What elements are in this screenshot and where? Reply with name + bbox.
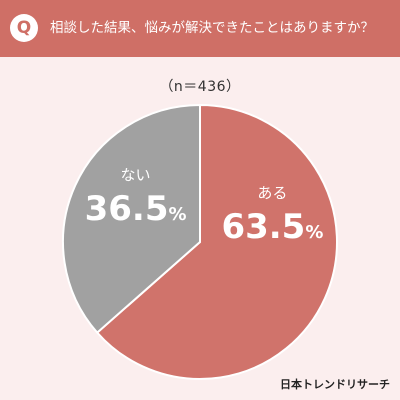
slice-label-no: ない [121,166,151,184]
question-text: 相談した結果、悩みが解決できたことはありますか？ [50,20,374,36]
q-badge: Q [10,14,38,42]
question-header: Q 相談した結果、悩みが解決できたことはありますか？ [0,0,400,57]
pie-slice-yes [95,103,338,380]
slice-value-yes: 63.5% [221,207,323,247]
pie-slice-no [62,103,201,335]
brand-logo: 日本トレンドリサーチ [280,378,390,391]
slice-label-yes: ある [257,184,287,202]
sample-size-label: （n＝436） [159,79,241,95]
slice-value-no: 36.5% [85,189,187,229]
